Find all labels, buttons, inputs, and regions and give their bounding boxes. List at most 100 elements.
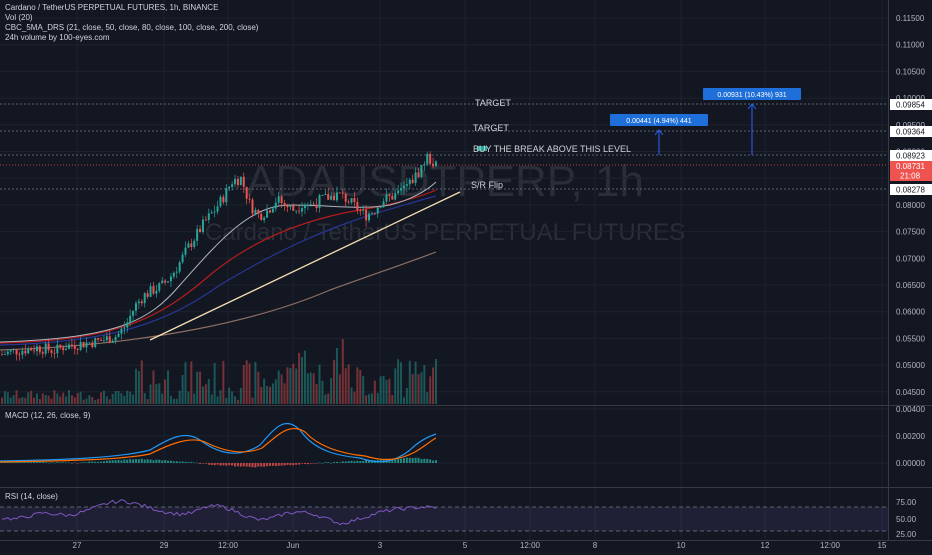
volume-bar xyxy=(228,387,231,404)
candle-body xyxy=(405,184,408,186)
measure-box-2[interactable] xyxy=(703,88,801,100)
candle-body xyxy=(201,219,204,233)
candle-body xyxy=(65,348,68,351)
time-tick-label: 3 xyxy=(378,541,383,550)
candle-body xyxy=(435,161,437,167)
volume-bar xyxy=(257,371,260,404)
macd-histogram-bar xyxy=(204,463,207,464)
candle-body xyxy=(105,336,108,341)
price-tick-label: 0.06000 xyxy=(896,308,925,317)
candle-body xyxy=(280,196,283,204)
macd-histogram-bar xyxy=(82,462,85,463)
volume-bar xyxy=(245,360,248,404)
macd-histogram-bar xyxy=(65,462,68,464)
price-tick-label: 0.05000 xyxy=(896,361,925,370)
chart-title[interactable]: Cardano / TetherUS PERPETUAL FUTURES, 1h… xyxy=(5,3,219,12)
volume-bar xyxy=(321,380,324,404)
candle-body xyxy=(327,193,330,200)
volume-bar xyxy=(50,398,53,404)
candle-body xyxy=(365,209,368,221)
ma200-line xyxy=(0,251,437,351)
indicator-volume-label[interactable]: Vol (20) xyxy=(5,13,33,22)
indicator-24h-label[interactable]: 24h volume by 100-eyes.com xyxy=(5,33,110,42)
macd-histogram-bar xyxy=(341,461,344,463)
macd-histogram-bar xyxy=(100,461,103,463)
volume-bar xyxy=(400,362,403,404)
macd-histogram-bar xyxy=(62,462,65,463)
macd-histogram-bar xyxy=(414,457,417,463)
macd-histogram-bar xyxy=(126,459,129,463)
macd-histogram-bar xyxy=(184,461,187,463)
macd-histogram-bar xyxy=(196,462,199,464)
candle-body xyxy=(277,196,280,203)
macd-histogram-bar xyxy=(91,461,94,463)
macd-histogram-bar xyxy=(3,462,6,463)
ma50-line xyxy=(0,189,437,344)
candle-body xyxy=(35,346,38,352)
volume-bar xyxy=(169,395,172,404)
volume-bar xyxy=(286,367,289,404)
candle-body xyxy=(38,346,41,353)
candle-body xyxy=(178,262,181,272)
macd-histogram-bar xyxy=(59,462,62,464)
time-tick-label: 12:00 xyxy=(520,541,541,550)
volume-bar xyxy=(295,368,298,404)
candle-body xyxy=(21,350,24,355)
candle-body xyxy=(204,219,207,221)
volume-bar xyxy=(82,399,85,404)
price-axis[interactable]: 0.115000.110000.105000.100000.095000.090… xyxy=(896,14,925,539)
volume-bar xyxy=(327,393,330,404)
macd-histogram-bar xyxy=(137,459,140,463)
macd-histogram-bar xyxy=(199,463,202,464)
candle-body xyxy=(184,247,187,255)
measure-box-1[interactable] xyxy=(610,114,708,126)
time-axis[interactable]: 27 29 12:00 Jun 3 5 12:00 8 10 12 12:00 15 xyxy=(73,541,887,550)
current-price-tag xyxy=(890,161,932,181)
time-tick-label: 8 xyxy=(593,541,598,550)
macd-histogram-bar xyxy=(228,463,231,466)
volume-bar xyxy=(242,365,245,404)
indicator-ma-label[interactable]: CBC_5MA_DRS (21, close, 50, close, 80, c… xyxy=(5,23,259,32)
macd-histogram-bar xyxy=(187,462,190,463)
candle-body xyxy=(59,344,62,348)
target-high-tag-text: 0.09854 xyxy=(896,101,925,110)
volume-bar xyxy=(152,370,155,404)
volume-bar xyxy=(266,385,269,404)
macd-histogram-bar xyxy=(338,462,341,464)
volume-bar xyxy=(24,397,27,404)
candle-body xyxy=(376,207,379,214)
candle-body xyxy=(207,213,210,221)
macd-histogram-bar xyxy=(397,458,400,463)
candle-body xyxy=(402,185,405,189)
macd-histogram-bar xyxy=(190,461,193,463)
volume-bar xyxy=(423,364,426,404)
macd-histogram-bar xyxy=(207,463,210,465)
volume-bar xyxy=(251,397,254,404)
candle-body xyxy=(260,213,263,220)
volume-bar xyxy=(167,370,170,404)
volume-bar xyxy=(417,374,420,404)
macd-histogram-bar xyxy=(172,461,175,463)
volume-bar xyxy=(411,374,414,404)
candle-body xyxy=(344,193,347,202)
macd-histogram-bar xyxy=(330,462,333,464)
candle-body xyxy=(420,165,423,178)
macd-histogram-bar xyxy=(146,459,149,463)
candle-body xyxy=(362,209,365,211)
macd-histogram-bar xyxy=(102,461,105,463)
macd-histogram-bar xyxy=(248,463,251,467)
macd-histogram-bar xyxy=(152,460,155,463)
candle-body xyxy=(248,198,251,200)
candle-body xyxy=(324,193,327,196)
volume-bar xyxy=(274,379,277,404)
macd-histogram-bar xyxy=(271,463,274,466)
macd-histogram-bar xyxy=(260,463,263,467)
candle-body xyxy=(394,193,397,200)
volume-bar xyxy=(196,371,199,404)
candle-body xyxy=(114,336,117,341)
macd-histogram-bar xyxy=(268,463,271,466)
macd-histogram-bar xyxy=(350,460,353,463)
candle-body xyxy=(330,195,333,200)
